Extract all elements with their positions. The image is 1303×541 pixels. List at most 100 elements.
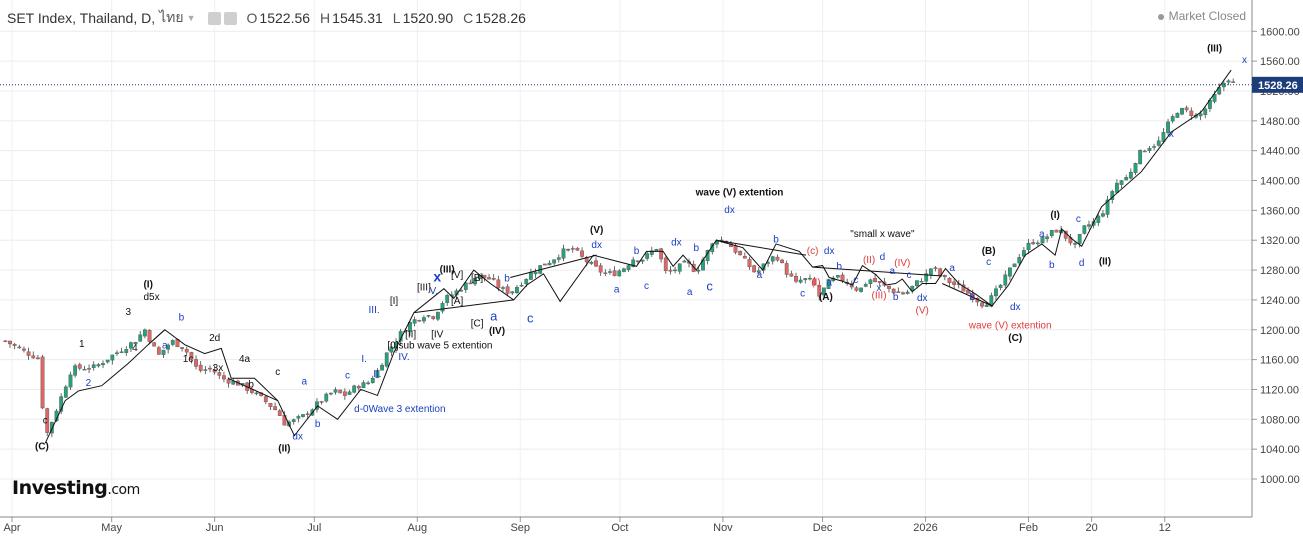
- candle-up: [296, 416, 301, 419]
- candle-down: [184, 348, 189, 353]
- candle-down: [3, 340, 8, 342]
- candle-up: [803, 278, 808, 281]
- candle-down: [12, 343, 17, 346]
- candle-up: [673, 269, 677, 272]
- candle-down: [277, 410, 282, 416]
- x-tick-label: Nov: [713, 522, 733, 534]
- wave-label: c: [43, 415, 48, 426]
- wave-label: b: [773, 235, 779, 246]
- wave-label: b: [694, 243, 700, 254]
- market-status-text: Market Closed: [1168, 9, 1246, 23]
- candle-up: [677, 263, 682, 272]
- candle-up: [142, 329, 147, 337]
- candle-down: [789, 273, 794, 277]
- wave-line: [812, 266, 943, 277]
- y-tick-label: 1600.00: [1260, 26, 1300, 38]
- candle-up: [347, 391, 352, 395]
- candle-up: [1040, 237, 1045, 244]
- eye-icon[interactable]: [207, 11, 221, 25]
- wave-label: (B): [982, 246, 996, 257]
- candle-up: [1017, 257, 1022, 264]
- candle-up: [1087, 224, 1091, 227]
- candle-down: [87, 368, 91, 370]
- candle-up: [63, 386, 68, 398]
- candle-down: [612, 270, 617, 277]
- candle-up: [1128, 171, 1133, 179]
- wave-line: [147, 329, 166, 346]
- candle-down: [747, 259, 752, 268]
- candle-down: [873, 278, 877, 283]
- wave-label: (I): [1050, 210, 1059, 221]
- candle-up: [1021, 250, 1026, 257]
- wave-label: 3: [125, 307, 131, 318]
- candle-down: [966, 289, 970, 294]
- chart-grid: [0, 0, 1252, 517]
- candle-down: [180, 347, 184, 349]
- candle-up: [919, 280, 924, 283]
- x-tick-label: 2026: [913, 522, 937, 534]
- wave-label: c: [853, 275, 858, 286]
- candle-up: [49, 421, 54, 434]
- candle-down: [668, 269, 673, 272]
- wave-label: b: [1049, 260, 1055, 271]
- candle-down: [1142, 150, 1147, 153]
- candle-down: [738, 251, 743, 256]
- x-tick-label: Sep: [510, 522, 530, 534]
- settings-icon[interactable]: [223, 11, 237, 25]
- candle-down: [338, 389, 343, 394]
- wave-label: [0]sub wave 5 extention: [387, 341, 492, 352]
- wave-label: a: [1039, 229, 1045, 240]
- wave-label: V.: [430, 286, 439, 297]
- candle-up: [1147, 148, 1152, 151]
- candle-down: [194, 359, 198, 367]
- candle-up: [352, 385, 357, 393]
- candle-up: [863, 284, 868, 287]
- candle-up: [166, 344, 171, 350]
- candle-up: [808, 277, 812, 280]
- y-tick-label: 1440.00: [1260, 146, 1300, 158]
- candle-up: [384, 352, 389, 367]
- candle-up: [868, 279, 873, 284]
- wave-label: b: [179, 312, 185, 323]
- candle-down: [961, 284, 966, 292]
- wave-line: [44, 69, 1232, 444]
- wave-label: (III): [1207, 44, 1222, 55]
- x-tick-label: May: [101, 522, 122, 534]
- candle-down: [212, 369, 217, 373]
- candle-up: [254, 392, 259, 395]
- wave-label: c: [644, 281, 649, 292]
- candle-up: [524, 279, 529, 285]
- candle-up: [463, 282, 468, 290]
- y-tick-label: 1080.00: [1260, 414, 1300, 426]
- wave-label: dx: [824, 246, 835, 257]
- candle-down: [319, 401, 324, 403]
- candle-up: [533, 271, 538, 275]
- candle-up: [710, 243, 715, 252]
- wave-label: x: [433, 269, 441, 285]
- wave-label: dx: [591, 240, 602, 251]
- candle-down: [217, 372, 222, 376]
- candle-down: [45, 408, 50, 433]
- language-selector[interactable]: ไทย: [159, 9, 184, 25]
- candle-up: [403, 330, 408, 333]
- candle-up: [115, 352, 119, 355]
- candle-up: [1180, 108, 1184, 115]
- wave-label: dx: [1010, 302, 1021, 313]
- candle-down: [22, 348, 26, 351]
- candle-up: [170, 340, 175, 345]
- candle-down: [263, 396, 268, 403]
- wave-label: (II): [863, 255, 875, 266]
- wave-label: dx: [917, 293, 928, 304]
- wave-label: (IV): [489, 326, 505, 337]
- market-status: Market Closed: [1157, 9, 1246, 23]
- candle-up: [561, 248, 566, 259]
- candle-down: [505, 286, 510, 294]
- chevron-down-icon[interactable]: ▼: [186, 13, 196, 23]
- candle-up: [129, 342, 133, 349]
- y-tick-label: 1240.00: [1260, 295, 1300, 307]
- wave-label: [I]: [390, 296, 399, 307]
- wave-label: [B]: [471, 273, 483, 284]
- candle-down: [40, 356, 45, 409]
